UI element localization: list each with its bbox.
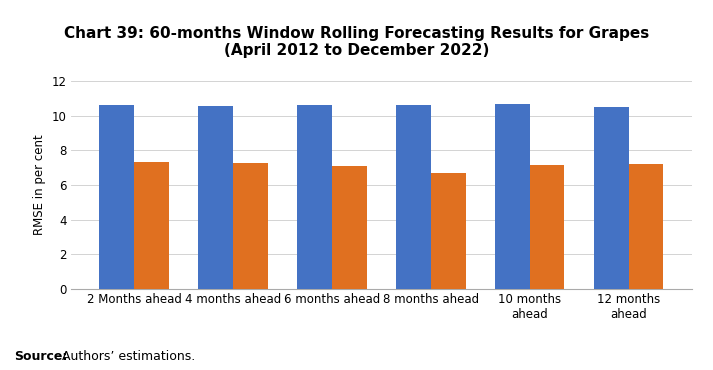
Bar	[233, 163, 267, 289]
Bar	[134, 162, 169, 289]
Bar	[629, 164, 663, 289]
Text: Chart 39: 60-months Window Rolling Forecasting Results for Grapes
(April 2012 to: Chart 39: 60-months Window Rolling Forec…	[64, 26, 649, 58]
Bar	[496, 104, 530, 289]
Text: Source:: Source:	[14, 350, 68, 363]
Bar	[198, 106, 233, 289]
Bar	[431, 172, 466, 289]
Text: Authors’ estimations.: Authors’ estimations.	[58, 350, 195, 363]
Bar	[297, 105, 332, 289]
Y-axis label: RMSE in per cent: RMSE in per cent	[33, 135, 46, 235]
Bar	[594, 107, 629, 289]
Bar	[530, 165, 565, 289]
Bar	[396, 105, 431, 289]
Bar	[100, 105, 134, 289]
Bar	[332, 166, 366, 289]
